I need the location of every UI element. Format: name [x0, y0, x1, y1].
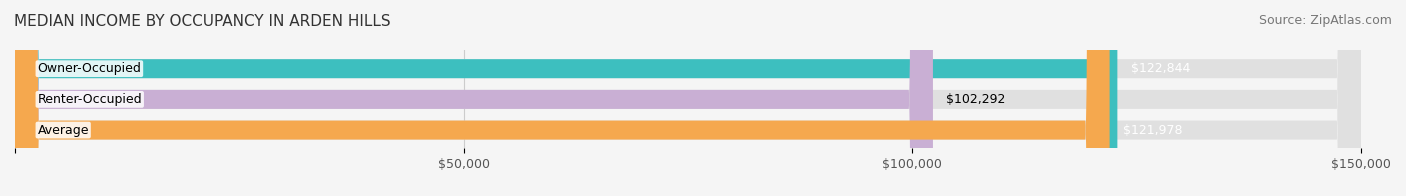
FancyBboxPatch shape: [15, 0, 1361, 196]
Text: Owner-Occupied: Owner-Occupied: [38, 62, 142, 75]
FancyBboxPatch shape: [15, 0, 1109, 196]
Text: $121,978: $121,978: [1123, 123, 1182, 137]
FancyBboxPatch shape: [15, 0, 1118, 196]
Text: $102,292: $102,292: [946, 93, 1005, 106]
FancyBboxPatch shape: [15, 0, 1361, 196]
Text: $122,844: $122,844: [1130, 62, 1191, 75]
Text: Renter-Occupied: Renter-Occupied: [38, 93, 142, 106]
FancyBboxPatch shape: [15, 0, 1361, 196]
Text: Source: ZipAtlas.com: Source: ZipAtlas.com: [1258, 14, 1392, 27]
Text: MEDIAN INCOME BY OCCUPANCY IN ARDEN HILLS: MEDIAN INCOME BY OCCUPANCY IN ARDEN HILL…: [14, 14, 391, 29]
Text: Average: Average: [38, 123, 89, 137]
FancyBboxPatch shape: [15, 0, 934, 196]
